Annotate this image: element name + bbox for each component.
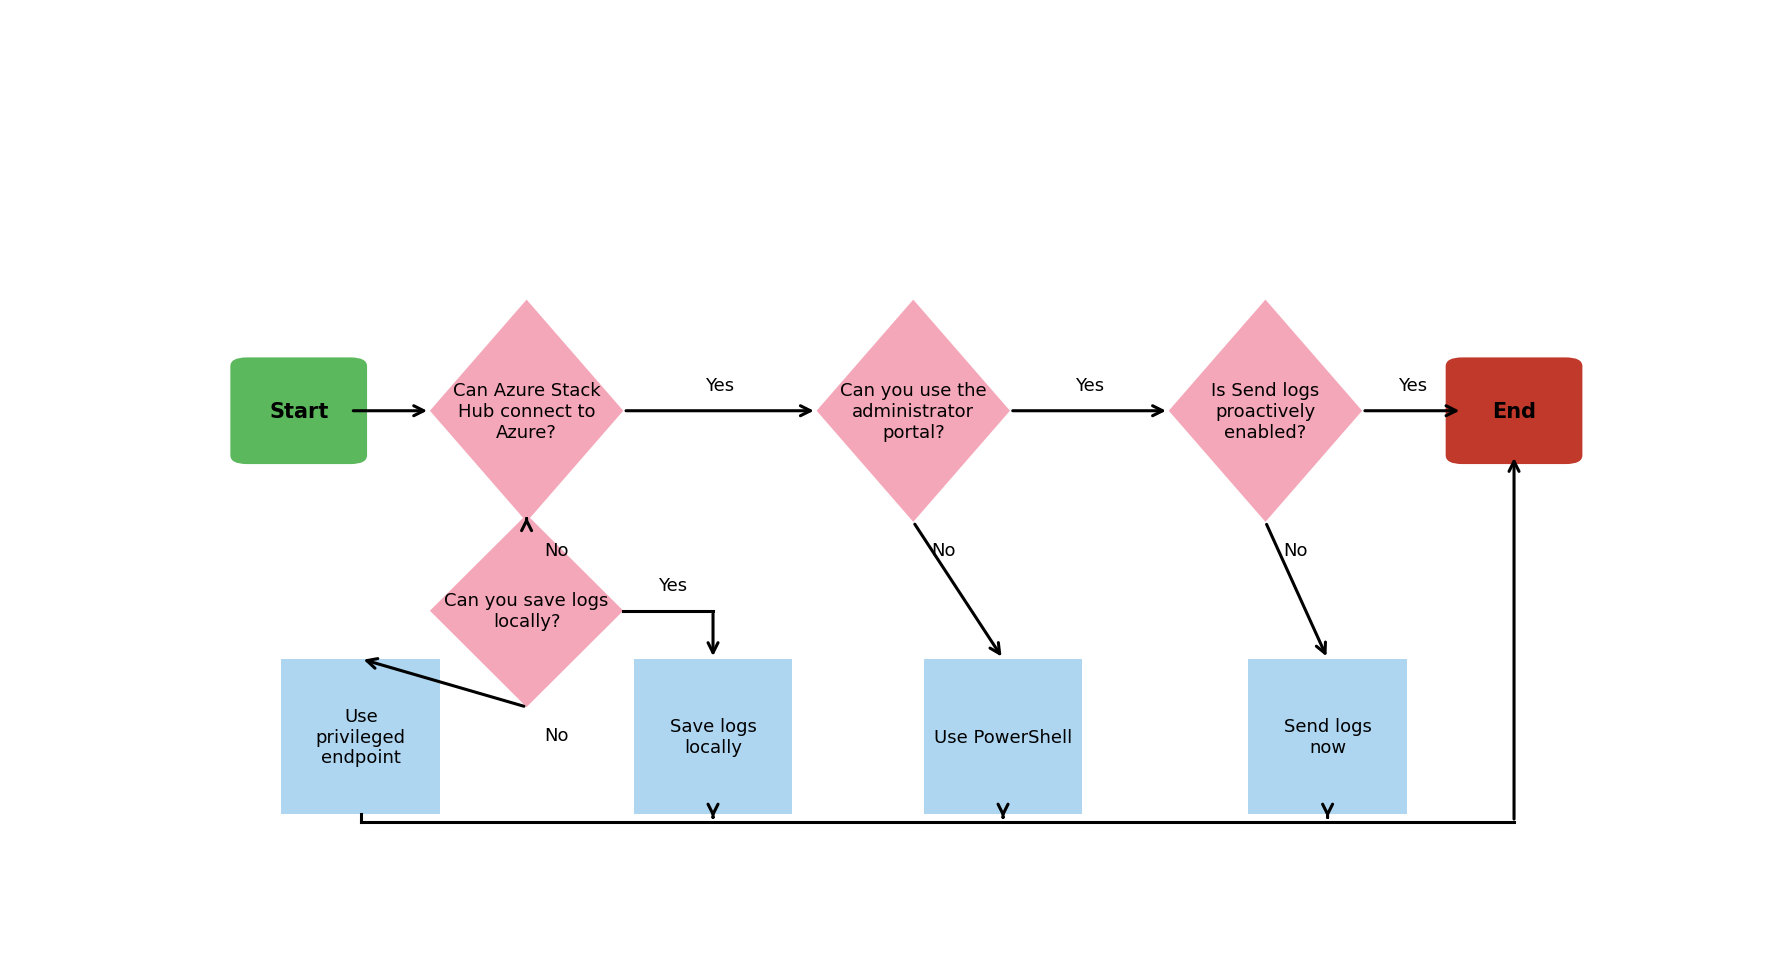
FancyBboxPatch shape bbox=[634, 659, 793, 815]
Text: Yes: Yes bbox=[658, 577, 686, 594]
Text: Can you use the
administrator
portal?: Can you use the administrator portal? bbox=[839, 382, 987, 441]
Polygon shape bbox=[429, 515, 624, 707]
FancyBboxPatch shape bbox=[282, 659, 440, 815]
Text: No: No bbox=[545, 727, 568, 745]
Polygon shape bbox=[816, 300, 1010, 523]
Text: Send logs
now: Send logs now bbox=[1283, 718, 1372, 756]
Text: Yes: Yes bbox=[706, 377, 734, 394]
Polygon shape bbox=[429, 300, 624, 523]
FancyBboxPatch shape bbox=[230, 358, 367, 464]
FancyBboxPatch shape bbox=[1445, 358, 1582, 464]
Text: No: No bbox=[1283, 541, 1308, 559]
Text: Start: Start bbox=[269, 402, 328, 421]
Text: No: No bbox=[545, 541, 568, 559]
Text: Can Azure Stack
Hub connect to
Azure?: Can Azure Stack Hub connect to Azure? bbox=[453, 382, 601, 441]
Text: Use PowerShell: Use PowerShell bbox=[934, 727, 1073, 746]
Text: Save logs
locally: Save logs locally bbox=[670, 718, 757, 756]
FancyBboxPatch shape bbox=[923, 659, 1082, 815]
Polygon shape bbox=[1169, 300, 1361, 523]
Text: End: End bbox=[1492, 402, 1536, 421]
Text: Can you save logs
locally?: Can you save logs locally? bbox=[444, 592, 609, 630]
Text: Yes: Yes bbox=[1397, 377, 1427, 394]
Text: Yes: Yes bbox=[1075, 377, 1103, 394]
Text: Is Send logs
proactively
enabled?: Is Send logs proactively enabled? bbox=[1212, 382, 1319, 441]
Text: Use
privileged
endpoint: Use privileged endpoint bbox=[315, 707, 406, 767]
Text: No: No bbox=[932, 541, 955, 559]
FancyBboxPatch shape bbox=[1247, 659, 1408, 815]
